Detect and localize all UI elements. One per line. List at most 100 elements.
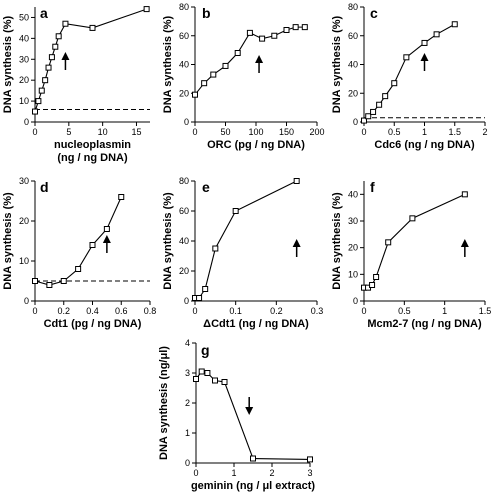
data-point bbox=[451, 21, 458, 28]
panel-letter: g bbox=[201, 342, 210, 358]
data-point bbox=[403, 54, 410, 61]
x-tick-label: 1 bbox=[231, 468, 236, 478]
data-point bbox=[361, 117, 367, 124]
data-point bbox=[234, 50, 241, 56]
y-tick-label: 2 bbox=[185, 398, 190, 408]
y-tick-label: 60 bbox=[179, 206, 189, 216]
x-tick-label: 0 bbox=[361, 306, 366, 316]
x-tick-label: 200 bbox=[309, 127, 324, 137]
x-axis-label: Mcm2-7 (ng / ng DNA) bbox=[367, 318, 482, 330]
y-tick-label: 3 bbox=[185, 368, 190, 378]
panel-letter: e bbox=[202, 179, 210, 195]
data-point bbox=[196, 295, 203, 301]
data-point bbox=[461, 191, 468, 198]
y-tick-label: 40 bbox=[348, 189, 358, 199]
y-tick-label: 20 bbox=[179, 266, 189, 276]
y-tick-label: 0 bbox=[184, 117, 189, 127]
data-point bbox=[45, 64, 52, 71]
data-point bbox=[201, 80, 208, 87]
data-point bbox=[301, 24, 308, 31]
data-point bbox=[89, 24, 96, 31]
x-tick-label: 1 bbox=[442, 306, 447, 316]
arrow-head bbox=[292, 239, 301, 247]
arrow-head bbox=[245, 407, 254, 415]
series-line bbox=[194, 26, 305, 96]
x-tick-label: 5 bbox=[66, 127, 71, 137]
data-point bbox=[370, 108, 377, 115]
series-line bbox=[195, 180, 297, 299]
y-tick-label: 30 bbox=[348, 216, 358, 226]
x-axis-label: (ng / ng DNA) bbox=[57, 152, 128, 164]
arrow-indicator bbox=[61, 52, 70, 70]
data-point bbox=[246, 29, 253, 36]
data-point bbox=[118, 194, 125, 200]
data-point bbox=[62, 20, 69, 27]
panel-g: g 0 1 2 3 4 0 1 2 3 geminin (ng / μl extract) DNA s… bbox=[158, 338, 315, 492]
y-tick-label: 20 bbox=[179, 88, 189, 98]
y-tick-label: 80 bbox=[348, 2, 358, 12]
y-tick-label: 60 bbox=[179, 31, 189, 41]
x-tick-label: 1 bbox=[422, 127, 427, 137]
arrow-indicator bbox=[420, 53, 429, 71]
panel-letter: a bbox=[40, 5, 48, 21]
data-point bbox=[250, 455, 256, 462]
x-tick-label: 0 bbox=[193, 468, 198, 478]
arrow-indicator bbox=[245, 397, 254, 415]
y-tick-label: 40 bbox=[179, 60, 189, 70]
y-tick-label: 0 bbox=[353, 117, 358, 127]
panel-b: b 0 20 40 60 80 0 50 100 150 200 ORC (pg / ng DNA) D… bbox=[162, 2, 325, 151]
x-tick-label: 0.2 bbox=[57, 306, 70, 316]
data-point bbox=[52, 43, 59, 50]
data-point bbox=[307, 456, 313, 463]
data-point bbox=[433, 31, 440, 38]
arrow-indicator bbox=[460, 239, 469, 257]
x-tick-label: 0.2 bbox=[270, 306, 283, 316]
data-point bbox=[232, 208, 239, 214]
data-point bbox=[46, 282, 53, 288]
data-point bbox=[385, 239, 392, 246]
y-tick-label: 0 bbox=[353, 296, 358, 306]
x-tick-label: 100 bbox=[248, 127, 263, 137]
y-tick-label: 10 bbox=[19, 96, 29, 106]
data-point bbox=[35, 98, 42, 105]
y-tick-label: 20 bbox=[348, 243, 358, 253]
panel-letter: f bbox=[370, 179, 375, 195]
data-point bbox=[103, 226, 110, 232]
x-tick-label: 0.1 bbox=[229, 306, 242, 316]
y-axis-label: DNA synthesis (%) bbox=[162, 192, 174, 290]
y-tick-label: 0 bbox=[185, 458, 190, 468]
x-tick-label: 15 bbox=[131, 127, 141, 137]
data-point bbox=[391, 80, 398, 87]
data-point bbox=[421, 39, 428, 46]
x-axis-label: ORC (pg / ng DNA) bbox=[207, 139, 305, 151]
data-point bbox=[89, 242, 96, 248]
x-tick-label: 0.8 bbox=[144, 306, 157, 316]
x-tick-label: 0 bbox=[192, 306, 197, 316]
x-tick-label: 150 bbox=[279, 127, 294, 137]
data-point bbox=[60, 278, 67, 284]
series-line bbox=[364, 193, 466, 289]
y-tick-label: 10 bbox=[19, 256, 29, 266]
x-tick-label: 0 bbox=[32, 127, 37, 137]
data-point bbox=[42, 77, 49, 84]
y-axis-label: DNA synthesis (%) bbox=[331, 192, 343, 290]
arrow-indicator bbox=[255, 55, 264, 73]
x-tick-label: 1.5 bbox=[479, 306, 492, 316]
y-tick-label: 40 bbox=[19, 33, 29, 43]
x-axis-label: Cdt1 (pg / ng DNA) bbox=[44, 318, 142, 330]
x-tick-label: 0.5 bbox=[388, 127, 401, 137]
x-tick-label: 0.3 bbox=[311, 306, 324, 316]
y-tick-label: 0 bbox=[184, 296, 189, 306]
data-point bbox=[193, 376, 199, 382]
x-tick-label: 0 bbox=[192, 127, 197, 137]
data-point bbox=[32, 108, 38, 115]
panel-letter: b bbox=[202, 5, 211, 21]
data-point bbox=[192, 91, 198, 98]
x-tick-label: 0.6 bbox=[115, 306, 128, 316]
x-tick-label: 0.4 bbox=[86, 306, 99, 316]
y-tick-label: 60 bbox=[348, 31, 358, 41]
data-point bbox=[293, 178, 300, 184]
